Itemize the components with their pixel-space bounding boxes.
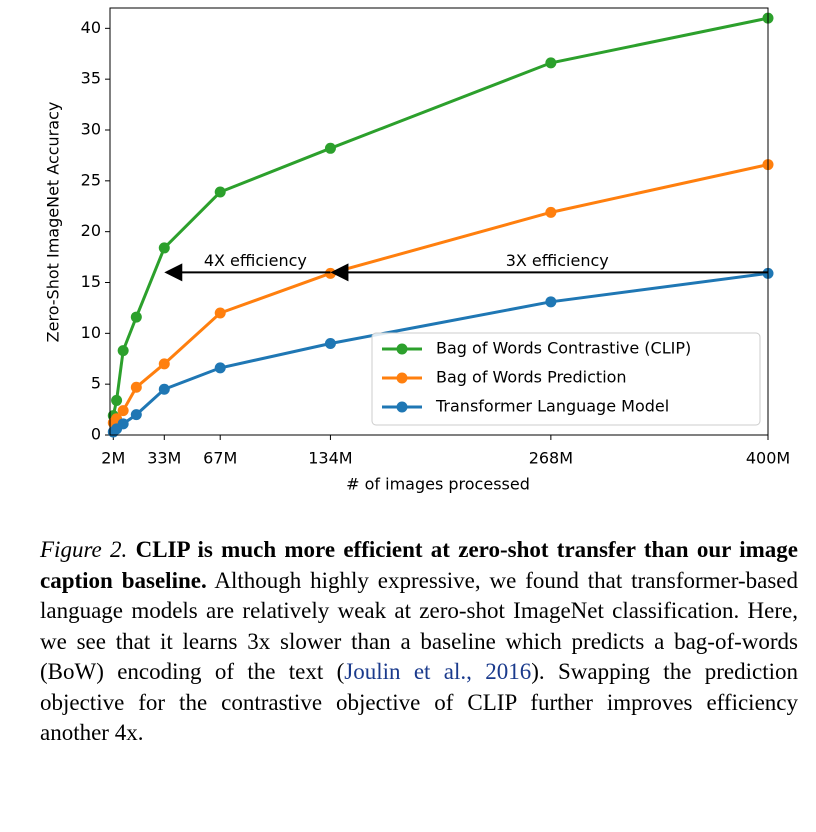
y-tick-label: 40 bbox=[81, 18, 101, 37]
caption-bold: CLIP is much more efficient at zero-shot… bbox=[40, 537, 799, 593]
legend-label: Transformer Language Model bbox=[435, 397, 669, 416]
data-point bbox=[214, 307, 226, 319]
legend-label: Bag of Words Contrastive (CLIP) bbox=[436, 339, 691, 358]
y-tick-label: 30 bbox=[81, 120, 101, 139]
axes-frame bbox=[109, 7, 769, 436]
data-point bbox=[214, 186, 226, 198]
x-axis-label: # of images processed bbox=[346, 475, 530, 494]
caption: Figure 2. CLIP is much more efficient at… bbox=[40, 535, 798, 749]
data-point bbox=[324, 338, 336, 349]
x-tick-label: 33M bbox=[147, 449, 181, 468]
y-tick-label: 25 bbox=[81, 170, 101, 189]
legend-box bbox=[371, 332, 761, 426]
data-point bbox=[158, 242, 170, 254]
x-tick-label: 134M bbox=[308, 449, 352, 468]
data-point bbox=[545, 296, 557, 308]
data-point bbox=[117, 405, 129, 417]
data-point bbox=[117, 418, 129, 430]
y-tick-label: 35 bbox=[81, 69, 101, 88]
caption-text: ). Swapping the prediction objective for… bbox=[40, 659, 798, 745]
data-point bbox=[111, 394, 123, 406]
annotation-text: 4X efficiency bbox=[204, 251, 307, 270]
data-point bbox=[545, 206, 557, 218]
caption-label: Figure 2. bbox=[40, 537, 128, 562]
arrow-head bbox=[330, 263, 349, 282]
y-tick-label: 5 bbox=[91, 374, 101, 393]
legend-marker bbox=[396, 372, 408, 384]
data-point bbox=[214, 362, 226, 374]
data-point bbox=[158, 358, 170, 370]
data-point bbox=[158, 383, 170, 395]
chart: Zero-Shot ImageNet Accuracy # of images … bbox=[44, 7, 790, 494]
data-point bbox=[545, 57, 557, 69]
annotation-text: 3X efficiency bbox=[506, 251, 609, 270]
data-point bbox=[130, 381, 142, 393]
data-point bbox=[130, 409, 142, 421]
legend: Bag of Words Contrastive (CLIP) Bag of Wo… bbox=[371, 332, 761, 426]
y-tick-label: 0 bbox=[91, 425, 101, 444]
legend-marker bbox=[396, 401, 408, 413]
x-tick-label: 400M bbox=[746, 449, 790, 468]
citation-author[interactable]: Joulin et al., bbox=[344, 659, 472, 684]
x-tick-label: 268M bbox=[529, 449, 573, 468]
data-point bbox=[324, 267, 336, 279]
data-point bbox=[117, 345, 129, 357]
arrow-head bbox=[164, 263, 183, 282]
data-point bbox=[324, 142, 336, 154]
x-tick-label: 67M bbox=[203, 449, 237, 468]
caption-text: Although highly expressive, we found tha… bbox=[40, 567, 798, 685]
y-tick-label: 10 bbox=[81, 323, 101, 342]
legend-marker bbox=[396, 343, 408, 355]
y-tick-label: 20 bbox=[81, 221, 101, 240]
y-tick-label: 15 bbox=[81, 272, 101, 291]
citation-year[interactable]: 2016 bbox=[485, 659, 532, 684]
y-axis-label: Zero-Shot ImageNet Accuracy bbox=[44, 102, 63, 343]
legend-label: Bag of Words Prediction bbox=[436, 368, 627, 387]
data-point bbox=[130, 311, 142, 323]
x-tick-label: 2M bbox=[101, 449, 125, 468]
